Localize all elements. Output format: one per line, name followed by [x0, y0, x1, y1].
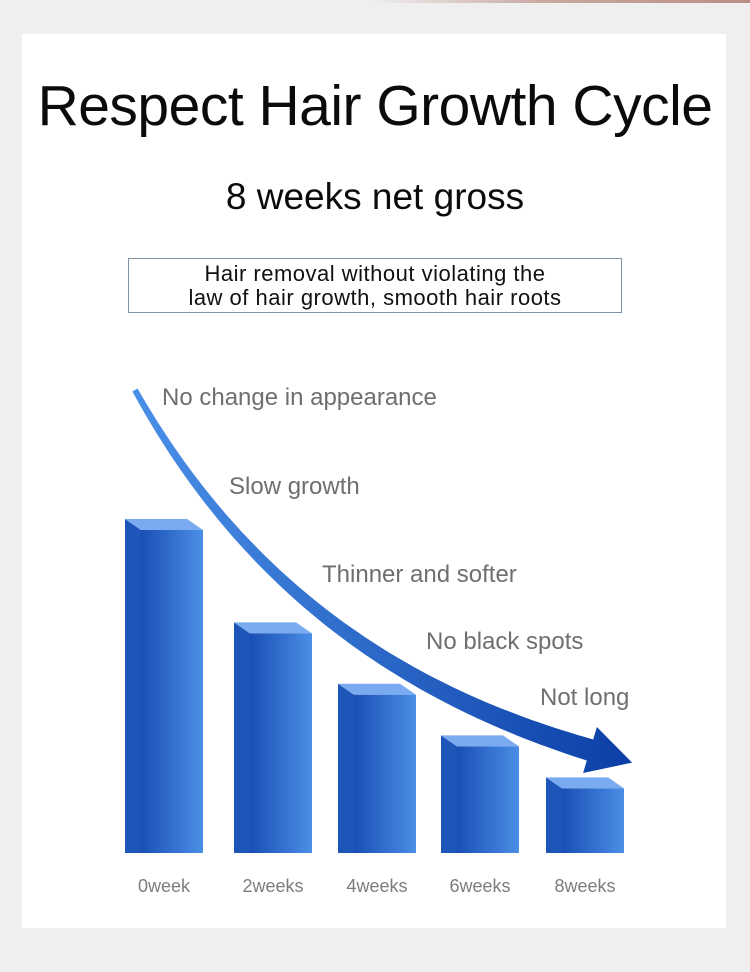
description-box: Hair removal without violating the law o…	[128, 258, 622, 313]
bar-side-face	[338, 683, 354, 853]
bar-0week	[125, 519, 203, 853]
bar-side-face	[125, 519, 141, 853]
stage-annotation: No black spots	[426, 628, 583, 655]
bar-front-face	[354, 694, 416, 853]
bar-side-face	[546, 777, 562, 853]
page-title: Respect Hair Growth Cycle	[37, 74, 713, 138]
stage-annotation: Not long	[540, 684, 629, 711]
page-subtitle: 8 weeks net gross	[225, 176, 525, 217]
bar-2weeks	[234, 622, 312, 853]
bar-side-face	[234, 622, 250, 853]
bar-8weeks	[546, 777, 624, 853]
top-decor-strip	[370, 0, 750, 3]
bar-top-face	[546, 777, 624, 789]
description-line-2: law of hair growth, smooth hair roots	[188, 285, 562, 310]
bar-6weeks	[441, 735, 519, 853]
stage-annotation: Thinner and softer	[322, 561, 517, 588]
x-tick-label: 2weeks	[242, 876, 303, 896]
bar-group	[125, 519, 624, 853]
stage-annotations: No change in appearance Slow growth Thinne…	[162, 384, 629, 711]
x-tick-label: 8weeks	[554, 876, 615, 896]
x-axis-tick-labels: 0week 2weeks 4weeks 6weeks 8weeks	[138, 876, 616, 896]
x-tick-label: 6weeks	[449, 876, 510, 896]
bar-top-face	[441, 735, 519, 747]
bar-front-face	[250, 633, 312, 853]
x-tick-label: 4weeks	[346, 876, 407, 896]
bar-4weeks	[338, 683, 416, 853]
description-line-1: Hair removal without violating the	[204, 261, 546, 286]
bar-top-face	[234, 622, 312, 634]
bar-top-face	[125, 519, 203, 530]
bar-top-face	[338, 683, 416, 695]
bar-front-face	[562, 788, 624, 853]
stage-annotation: No change in appearance	[162, 384, 437, 411]
bar-front-face	[141, 530, 203, 853]
x-tick-label: 0week	[138, 876, 191, 896]
bar-side-face	[441, 735, 457, 853]
bar-front-face	[457, 746, 519, 853]
stage-annotation: Slow growth	[229, 473, 360, 500]
